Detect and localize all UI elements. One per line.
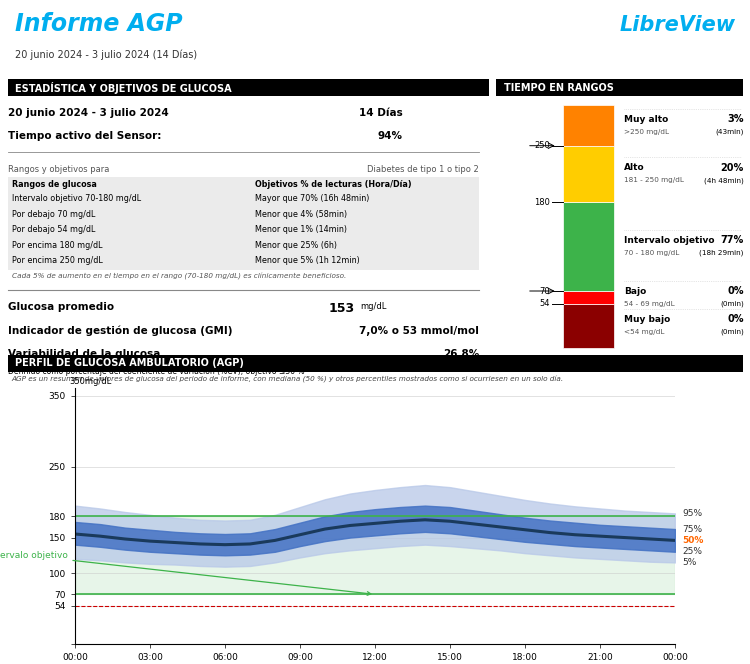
Text: Menor que 5% (1h 12min): Menor que 5% (1h 12min) xyxy=(255,256,360,265)
Text: 75%: 75% xyxy=(682,525,703,534)
Text: 3%: 3% xyxy=(728,114,744,124)
Bar xyxy=(562,304,614,347)
Text: 54: 54 xyxy=(539,299,550,308)
Text: Glucosa promedio: Glucosa promedio xyxy=(8,302,114,313)
Text: 70 - 180 mg/dL: 70 - 180 mg/dL xyxy=(624,250,679,256)
Text: 70: 70 xyxy=(539,286,550,295)
Text: 7,0% o 53 mmol/mol: 7,0% o 53 mmol/mol xyxy=(359,325,479,335)
Text: 0%: 0% xyxy=(728,314,744,324)
Text: PERFIL DE GLUCOSA AMBULATORIO (AGP): PERFIL DE GLUCOSA AMBULATORIO (AGP) xyxy=(15,358,244,369)
Bar xyxy=(8,177,479,270)
Text: 181 - 250 mg/dL: 181 - 250 mg/dL xyxy=(624,177,684,183)
Text: LibreView: LibreView xyxy=(620,15,735,35)
Text: Menor que 25% (6h): Menor que 25% (6h) xyxy=(255,240,338,250)
Text: Variabilidad de la glucosa: Variabilidad de la glucosa xyxy=(8,349,160,359)
Text: Indicador de gestión de glucosa (GMI): Indicador de gestión de glucosa (GMI) xyxy=(8,325,232,336)
Text: Muy bajo: Muy bajo xyxy=(624,315,670,324)
Text: 26,8%: 26,8% xyxy=(442,349,479,359)
Text: Por debajo 70 mg/dL: Por debajo 70 mg/dL xyxy=(12,210,96,218)
Text: 25%: 25% xyxy=(682,547,703,556)
Text: Por encima 180 mg/dL: Por encima 180 mg/dL xyxy=(12,240,103,250)
Text: 0%: 0% xyxy=(728,286,744,296)
Text: Por encima 250 mg/dL: Por encima 250 mg/dL xyxy=(12,256,103,265)
Text: 5%: 5% xyxy=(682,558,697,567)
Text: 20 junio 2024 - 3 julio 2024 (14 Días): 20 junio 2024 - 3 julio 2024 (14 Días) xyxy=(15,49,197,60)
Text: 94%: 94% xyxy=(378,131,403,141)
Text: (0min): (0min) xyxy=(720,329,744,335)
Text: Mayor que 70% (16h 48min): Mayor que 70% (16h 48min) xyxy=(255,194,370,203)
Text: ESTADÍSTICA Y OBJETIVOS DE GLUCOSA: ESTADÍSTICA Y OBJETIVOS DE GLUCOSA xyxy=(15,82,232,94)
Text: Informe AGP: Informe AGP xyxy=(15,13,182,37)
Bar xyxy=(562,291,614,304)
Text: 350mg/dL: 350mg/dL xyxy=(69,377,111,386)
Text: Intervalo objetivo: Intervalo objetivo xyxy=(624,236,714,244)
Text: Intervalo objetivo: Intervalo objetivo xyxy=(0,551,370,596)
Text: Diabetes de tipo 1 o tipo 2: Diabetes de tipo 1 o tipo 2 xyxy=(368,165,479,173)
Text: (18h 29min): (18h 29min) xyxy=(699,250,744,256)
Text: 250: 250 xyxy=(534,141,550,150)
Text: 180: 180 xyxy=(534,198,550,207)
Text: Intervalo objetivo 70-180 mg/dL: Intervalo objetivo 70-180 mg/dL xyxy=(12,194,142,203)
Text: 153: 153 xyxy=(329,302,356,315)
Text: 20 junio 2024 - 3 julio 2024: 20 junio 2024 - 3 julio 2024 xyxy=(8,108,168,118)
Text: 77%: 77% xyxy=(721,235,744,245)
Text: 54 - 69 mg/dL: 54 - 69 mg/dL xyxy=(624,301,674,307)
Bar xyxy=(8,79,489,96)
Text: Rangos y objetivos para: Rangos y objetivos para xyxy=(8,165,109,173)
Text: 20%: 20% xyxy=(721,163,744,173)
Bar xyxy=(562,145,614,203)
Bar xyxy=(562,203,614,291)
Bar xyxy=(75,517,675,594)
Text: Menor que 1% (14min): Menor que 1% (14min) xyxy=(255,225,347,234)
Text: Alto: Alto xyxy=(624,163,644,172)
Text: Por debajo 54 mg/dL: Por debajo 54 mg/dL xyxy=(12,225,96,234)
Text: mg/dL: mg/dL xyxy=(360,302,386,311)
Text: (0min): (0min) xyxy=(720,301,744,307)
Text: Cada 5% de aumento en el tiempo en el rango (70-180 mg/dL) es clínicamente benef: Cada 5% de aumento en el tiempo en el ra… xyxy=(12,273,346,280)
Text: TIEMPO EN RANGOS: TIEMPO EN RANGOS xyxy=(504,82,614,93)
Text: Objetivos % de lecturas (Hora/Día): Objetivos % de lecturas (Hora/Día) xyxy=(255,180,412,189)
Text: 50%: 50% xyxy=(682,536,703,545)
Text: 95%: 95% xyxy=(682,509,703,518)
Text: Bajo: Bajo xyxy=(624,287,646,295)
Bar xyxy=(562,106,614,145)
Text: <54 mg/dL: <54 mg/dL xyxy=(624,329,664,335)
Bar xyxy=(496,79,742,96)
Text: AGP es un resumen de valores de glucosa del periodo de informe, con mediana (50 : AGP es un resumen de valores de glucosa … xyxy=(11,376,563,382)
Text: (43min): (43min) xyxy=(716,129,744,135)
Text: Rangos de glucosa: Rangos de glucosa xyxy=(12,180,98,189)
Text: (4h 48min): (4h 48min) xyxy=(704,177,744,184)
Text: Menor que 4% (58min): Menor que 4% (58min) xyxy=(255,210,347,218)
Text: Tiempo activo del Sensor:: Tiempo activo del Sensor: xyxy=(8,131,160,141)
Text: Muy alto: Muy alto xyxy=(624,115,668,124)
Text: Definido como porcentaje del coeficiente de variación (%CV); objetivo ≤36 %: Definido como porcentaje del coeficiente… xyxy=(8,367,304,376)
Text: 14 Días: 14 Días xyxy=(359,108,403,118)
Text: >250 mg/dL: >250 mg/dL xyxy=(624,129,669,135)
